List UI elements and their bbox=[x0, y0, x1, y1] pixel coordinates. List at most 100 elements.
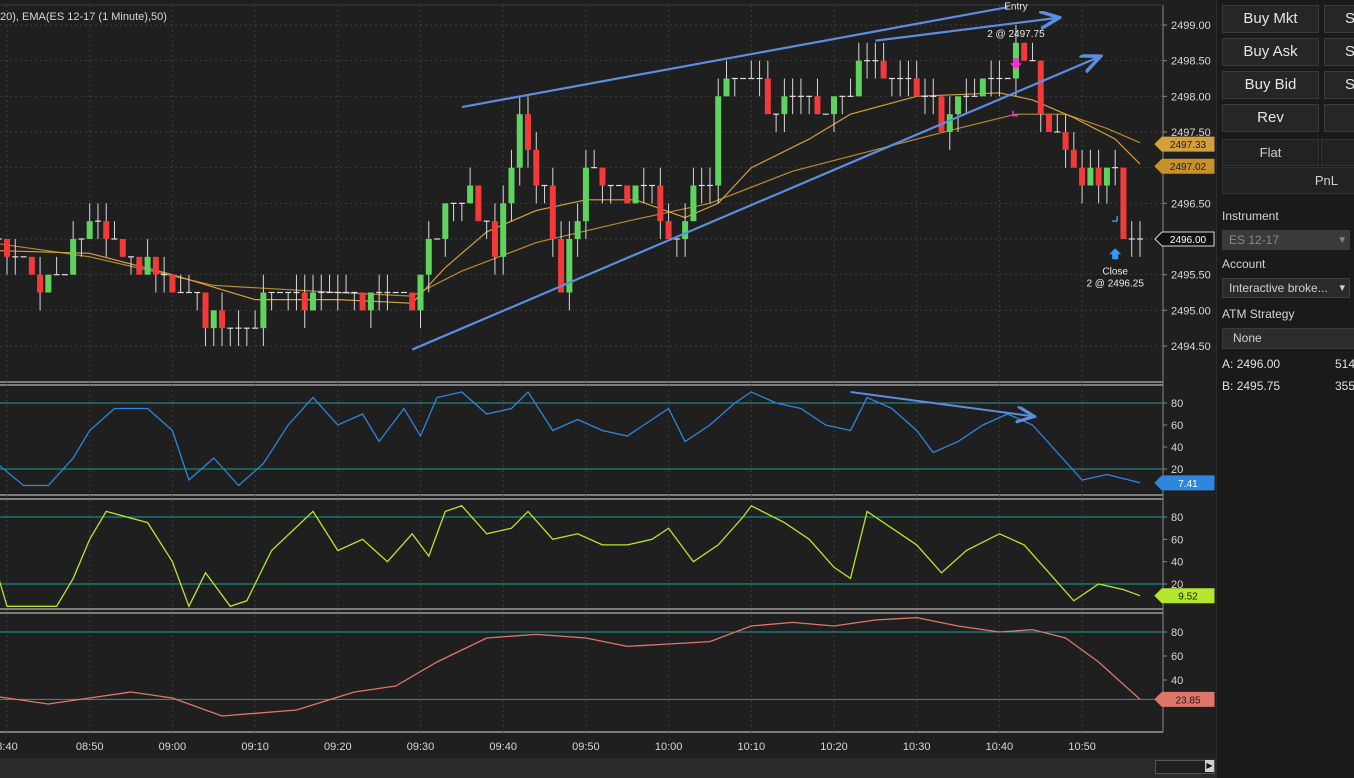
candle-body bbox=[558, 239, 565, 293]
candle-body bbox=[682, 221, 689, 239]
candle-body bbox=[152, 256, 159, 275]
price-flag-shape bbox=[1154, 231, 1215, 247]
candle-body bbox=[880, 60, 887, 79]
exit-execution-marker bbox=[1112, 216, 1118, 222]
entry-execution-marker bbox=[1012, 110, 1018, 117]
candle-body bbox=[624, 185, 631, 204]
y-tick-label: 2496.50 bbox=[1171, 198, 1211, 210]
oscillator-tick-label: 40 bbox=[1171, 557, 1183, 569]
y-tick-label: 2498.00 bbox=[1171, 91, 1211, 103]
price-flag: 2497.33 bbox=[1154, 136, 1215, 152]
buy-bid-button[interactable]: Buy Bid bbox=[1222, 71, 1319, 99]
x-tick-label: 09:50 bbox=[572, 741, 600, 753]
sell-bid-button[interactable]: S bbox=[1324, 71, 1354, 99]
price-flag-text: 2497.33 bbox=[1170, 140, 1207, 151]
price-flag-shape bbox=[1154, 136, 1215, 152]
bid-label: B: bbox=[1222, 379, 1234, 393]
chart-scrollbar-track[interactable] bbox=[0, 758, 1216, 778]
position-status: Flat bbox=[1222, 139, 1319, 166]
x-tick-label: 10:40 bbox=[986, 741, 1014, 753]
candle-body bbox=[169, 274, 176, 293]
buy-ask-button[interactable]: Buy Ask bbox=[1222, 38, 1319, 66]
account-select[interactable]: Interactive broke... ▾ bbox=[1222, 278, 1350, 298]
candle-body bbox=[210, 310, 217, 329]
candle-body bbox=[359, 292, 366, 311]
candle-body bbox=[723, 78, 730, 97]
candle-body bbox=[632, 185, 639, 204]
candle-body bbox=[1095, 167, 1102, 186]
candle-body bbox=[1021, 42, 1028, 61]
oscillator-tick-label: 60 bbox=[1171, 534, 1183, 546]
x-tick-label: 09:10 bbox=[241, 741, 269, 753]
price-flag-shape bbox=[1154, 158, 1215, 174]
candle-body bbox=[202, 292, 209, 329]
instrument-select[interactable]: ES 12-17 ▾ bbox=[1222, 230, 1350, 250]
chart-canvas[interactable]: 8:40 08:50 09:00 09:10 09:20 09:30 09:40 09:50 1… bbox=[0, 0, 1216, 778]
x-tick-label: 09:40 bbox=[489, 741, 517, 753]
y-tick-label: 2499.00 bbox=[1171, 20, 1211, 32]
oscillator-3-flag-shape bbox=[1154, 691, 1215, 707]
ask-price: 2496.00 bbox=[1236, 357, 1281, 371]
candle-body bbox=[946, 114, 953, 132]
candle-body bbox=[417, 274, 424, 311]
ask-label: A: bbox=[1222, 357, 1234, 371]
oscillator-3-flag-text: 23.85 bbox=[1175, 695, 1200, 706]
oscillator-line-o3 bbox=[0, 616, 1141, 717]
x-tick-label: 8:40 bbox=[0, 741, 18, 753]
price-flag: 2497.02 bbox=[1154, 158, 1215, 174]
candle-body bbox=[549, 185, 556, 239]
candle-body bbox=[309, 292, 316, 311]
oscillator-tick-label: 60 bbox=[1171, 420, 1183, 432]
candle-body bbox=[913, 78, 920, 97]
candle-body bbox=[814, 96, 821, 115]
price-flag-text: 2496.00 bbox=[1170, 235, 1207, 246]
oscillator-1-flag-text: 7.41 bbox=[1178, 479, 1198, 490]
chart-area[interactable]: 8:40 08:50 09:00 09:10 09:20 09:30 09:40 09:50 1… bbox=[0, 0, 1216, 778]
candle-body bbox=[855, 60, 862, 97]
candle-body bbox=[516, 114, 523, 168]
scroll-right-icon[interactable]: ▶ bbox=[1205, 760, 1214, 772]
exit-arrow-icon bbox=[1109, 248, 1122, 260]
reverse-button[interactable]: Rev bbox=[1222, 104, 1319, 132]
y-tick-label: 2497.50 bbox=[1171, 127, 1211, 139]
candle-body bbox=[1120, 167, 1127, 239]
oscillator-line-o1 bbox=[0, 390, 1141, 487]
x-tick-label: 10:50 bbox=[1068, 741, 1096, 753]
candle-body bbox=[574, 221, 581, 239]
candle-body bbox=[979, 78, 986, 97]
bid-price: 2495.75 bbox=[1236, 379, 1281, 393]
candle-body bbox=[938, 96, 945, 132]
candle-body bbox=[599, 167, 606, 186]
candle-body bbox=[1046, 114, 1053, 132]
pnl-display: PnL bbox=[1222, 167, 1354, 194]
sell-ask-button[interactable]: S bbox=[1324, 38, 1354, 66]
buy-market-button[interactable]: Buy Mkt bbox=[1222, 5, 1319, 33]
candle-body bbox=[86, 221, 93, 239]
candles bbox=[0, 25, 1143, 346]
y-tick-label: 2495.50 bbox=[1171, 270, 1211, 282]
atm-strategy-select[interactable]: None bbox=[1222, 328, 1354, 349]
candle-body bbox=[467, 185, 474, 204]
oscillator-2-flag-text: 9.52 bbox=[1178, 592, 1198, 603]
chevron-down-icon: ▾ bbox=[1339, 234, 1345, 246]
sell-market-button[interactable]: S bbox=[1324, 5, 1354, 33]
price-flag-text: 2497.02 bbox=[1170, 162, 1207, 173]
oscillator-tick-label: 60 bbox=[1171, 651, 1183, 663]
candle-body bbox=[525, 114, 532, 150]
candle-body bbox=[491, 221, 498, 257]
oscillator-2-flag: 9.52 bbox=[1154, 588, 1215, 604]
position-quantity bbox=[1321, 139, 1354, 166]
chart-scrollbar-thumb[interactable] bbox=[1155, 760, 1215, 774]
candle-body bbox=[45, 274, 52, 293]
close-annotation-detail: 2 @ 2496.25 bbox=[1086, 278, 1144, 289]
candle-body bbox=[955, 96, 962, 115]
ask-quote: A: 2496.00 514 bbox=[1222, 357, 1354, 371]
candle-body bbox=[475, 185, 482, 222]
trendline bbox=[461, 6, 1008, 109]
oscillator-tick-label: 20 bbox=[1171, 464, 1183, 476]
close-position-button[interactable] bbox=[1324, 104, 1354, 132]
close-annotation-label: Close bbox=[1102, 266, 1128, 277]
trendline bbox=[411, 57, 1098, 351]
account-label: Account bbox=[1222, 257, 1266, 271]
candle-body bbox=[37, 274, 44, 293]
